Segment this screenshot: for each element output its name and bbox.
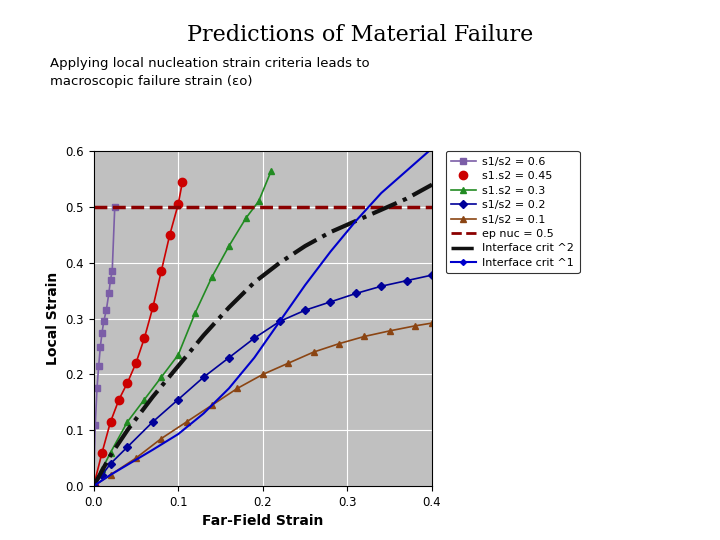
Legend: s1/s2 = 0.6, s1.s2 = 0.45, s1.s2 = 0.3, s1/s2 = 0.2, s1/s2 = 0.1, ep nuc = 0.5, : s1/s2 = 0.6, s1.s2 = 0.45, s1.s2 = 0.3, … bbox=[446, 151, 580, 273]
X-axis label: Far-Field Strain: Far-Field Strain bbox=[202, 514, 323, 528]
Text: Applying local nucleation strain criteria leads to: Applying local nucleation strain criteri… bbox=[50, 57, 370, 70]
Text: Predictions of Material Failure: Predictions of Material Failure bbox=[187, 24, 533, 46]
Text: macroscopic failure strain (εᴏ): macroscopic failure strain (εᴏ) bbox=[50, 75, 253, 87]
Y-axis label: Local Strain: Local Strain bbox=[45, 272, 60, 365]
